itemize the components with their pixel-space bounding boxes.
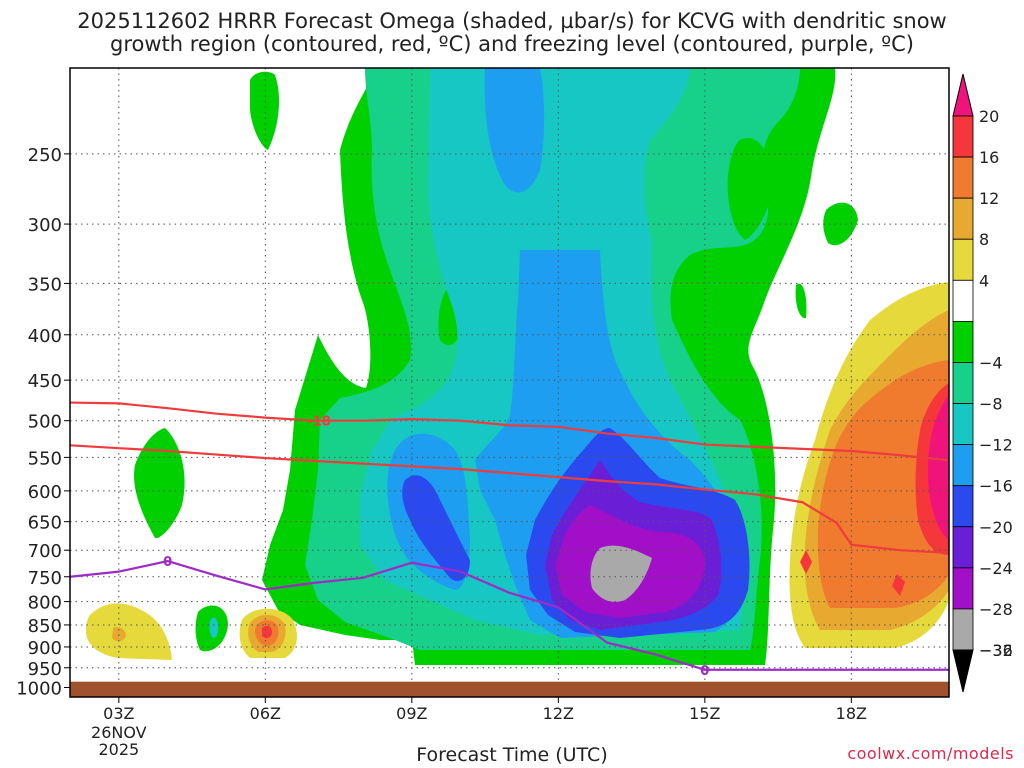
- y-tick-label: 400: [28, 326, 62, 347]
- colorbar-bin: [952, 197, 974, 240]
- omega-region-green-top-left: [250, 71, 280, 150]
- y-tick-label: 650: [28, 513, 62, 534]
- x-tick-label: 06Z: [250, 704, 281, 723]
- y-tick-label: 750: [28, 568, 62, 589]
- colorbar-bin: [952, 238, 974, 281]
- contour-line-freezing-level: [70, 559, 949, 671]
- colorbar-label: 12: [979, 189, 999, 208]
- y-tick-label: 350: [28, 274, 62, 295]
- omega-region-green-right-upper: [792, 68, 858, 319]
- colorbar-top-arrow: [952, 73, 974, 117]
- colorbar-label: −24: [979, 559, 1013, 578]
- plot-frame: [69, 67, 950, 698]
- colorbar-bottom-arrow: [952, 649, 974, 693]
- y-tick-label: 950: [28, 659, 62, 680]
- colorbar-label: 8: [979, 230, 989, 249]
- colorbar-bin: [952, 608, 974, 651]
- credit-link[interactable]: coolwx.com/models: [847, 744, 1014, 763]
- x-date-label: 26NOV: [91, 723, 147, 742]
- y-tick-label: 450: [28, 371, 62, 392]
- contour-label: -18: [307, 415, 331, 430]
- y-tick-label: 700: [28, 541, 62, 562]
- omega-region-low-gold-1: [112, 627, 126, 642]
- colorbar-bin: [952, 362, 974, 404]
- omega-region-blue-upper: [484, 68, 545, 193]
- omega-region-low-red-2: [262, 625, 272, 639]
- x-tick-label: 09Z: [396, 704, 427, 723]
- colorbar-bin: [952, 403, 974, 446]
- colorbar: 20 16 12 8 4 −4 −8 −12 −16 −20 −24 −28 −32−36: [952, 73, 1013, 693]
- y-tick-label: 500: [28, 412, 62, 433]
- omega-region-orange: [817, 360, 949, 608]
- colorbar-label: 20: [979, 107, 999, 126]
- y-tick-label: 550: [28, 448, 62, 469]
- omega-region-darkblue-left: [402, 475, 470, 581]
- omega-region-low-cyan-3: [209, 617, 219, 638]
- colorbar-label: −16: [979, 477, 1013, 496]
- colorbar-label: −36: [979, 641, 1013, 660]
- colorbar-label: −4: [979, 353, 1003, 372]
- colorbar-label: −32: [979, 641, 1013, 660]
- chart-title-line-2: growth region (contoured, red, ºC) and f…: [110, 32, 914, 56]
- omega-region-pink: [927, 395, 949, 540]
- omega-region-red-dot-1: [800, 550, 812, 574]
- colorbar-bin: [952, 156, 974, 199]
- y-tick-label: 800: [28, 593, 62, 614]
- colorbar-bin: [952, 485, 974, 528]
- x-tick-label: 18Z: [836, 704, 867, 723]
- x-axis-title: Forecast Time (UTC): [416, 744, 608, 766]
- y-tick-label: 600: [28, 482, 62, 503]
- chart-title-line-1: 2025112602 HRRR Forecast Omega (shaded, …: [77, 9, 947, 33]
- colorbar-bin: [952, 444, 974, 487]
- x-date-label: 2025: [98, 740, 139, 759]
- y-axis: 2503003504004505005506006507007508008509…: [16, 145, 70, 699]
- x-tick-label: 15Z: [689, 704, 720, 723]
- y-tick-label: 300: [28, 215, 62, 236]
- colorbar-label: −20: [979, 518, 1013, 537]
- contour-labels: -18 0 0: [163, 415, 709, 679]
- contour-label: 0: [700, 664, 709, 679]
- colorbar-bin: [952, 526, 974, 569]
- y-tick-label: 900: [28, 638, 62, 659]
- x-tick-label: 12Z: [543, 704, 574, 723]
- colorbar-bin: [952, 567, 974, 610]
- grid-lines: [70, 68, 949, 697]
- colorbar-label: 16: [979, 148, 999, 167]
- colorbar-label: 4: [979, 271, 989, 290]
- contour-label: 0: [163, 555, 172, 570]
- colorbar-label: −12: [979, 436, 1013, 455]
- colorbar-label: −28: [979, 600, 1013, 619]
- y-tick-label: 250: [28, 145, 62, 166]
- omega-region-gray: [590, 545, 652, 602]
- contour-line-dendritic-1: [70, 444, 949, 555]
- ground-surface: [70, 681, 949, 697]
- contour-line-dendritic-0: [70, 401, 949, 462]
- y-tick-label: 1000: [16, 678, 62, 699]
- y-tick-label: 850: [28, 616, 62, 637]
- colorbar-bin: [952, 320, 974, 363]
- contour-lines: [70, 401, 949, 671]
- colorbar-bin: [952, 115, 974, 158]
- x-tick-label: 03Z: [103, 704, 134, 723]
- colorbar-bin: [952, 279, 974, 322]
- omega-region-low-yellow-1: [85, 603, 172, 660]
- omega-region-green-small-cell: [134, 428, 185, 539]
- colorbar-label: −8: [979, 395, 1003, 414]
- omega-region-red-dot-2: [892, 574, 905, 596]
- omega-region-green-hole-top: [727, 138, 773, 240]
